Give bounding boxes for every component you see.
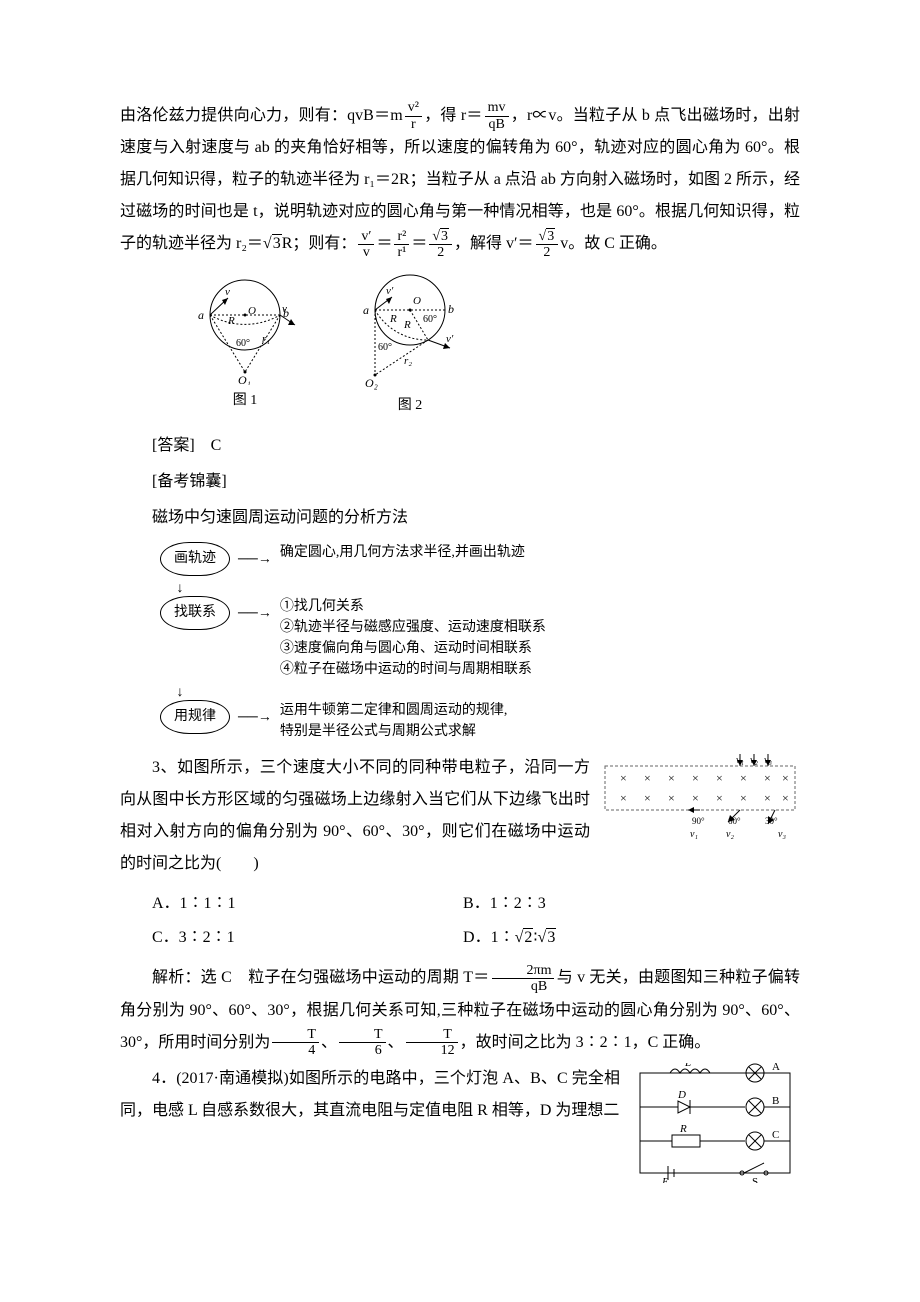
svg-text:60°: 60° — [236, 338, 250, 349]
svg-text:O₁: O₁ — [238, 373, 251, 385]
svg-text:60°: 60° — [728, 816, 741, 826]
svg-text:×: × — [764, 771, 771, 785]
svg-text:b: b — [283, 306, 289, 320]
svg-text:×: × — [692, 791, 699, 805]
svg-text:O: O — [248, 305, 256, 317]
svg-text:S: S — [752, 1176, 758, 1183]
method-text-3: 运用牛顿第二定律和圆周运动的规律, 特别是半径公式与周期公式求解 — [280, 700, 508, 742]
svg-text:O: O — [413, 295, 421, 307]
svg-text:A: A — [772, 1063, 780, 1073]
method-text-1: 确定圆心,用几何方法求半径,并画出轨迹 — [280, 542, 525, 563]
figure-1: O R v v a b O₁ 60° r₁ 图 1 — [180, 270, 310, 420]
svg-text:v₁: v₁ — [690, 829, 698, 840]
svg-text:×: × — [782, 791, 789, 805]
fraction-sqrt3-2-b: √32 — [536, 229, 559, 261]
q3-solution: 解析：选 C 粒子在匀强磁场中运动的周期 T＝2πmqB与 v 无关，由题图知三… — [120, 962, 800, 1058]
svg-text:v′: v′ — [386, 285, 394, 297]
fraction-mv-qb: mvqB — [485, 100, 509, 132]
svg-text:r₁: r₁ — [262, 333, 270, 345]
fraction-r2-r1: r²r¹ — [394, 229, 409, 261]
solution-paragraph-1: 由洛伦兹力提供向心力，则有：qvB＝mv²r，得 r＝mvqB，r∝v。当粒子从… — [120, 100, 800, 260]
text: ，解得 v′＝ — [454, 235, 534, 252]
svg-text:×: × — [692, 771, 699, 785]
fraction-sqrt3-2: √32 — [429, 229, 452, 261]
svg-text:×: × — [764, 791, 771, 805]
fraction-t-12: T12 — [406, 1027, 458, 1059]
svg-text:v₂: v₂ — [726, 829, 734, 840]
connector-icon: ↓ — [160, 686, 200, 700]
text: ，r∝v。当粒子从 b 点飞出磁场时，出射速度与入射速度与 ab 的夹角恰好相等… — [120, 107, 800, 252]
svg-text:a: a — [363, 303, 369, 317]
q3-options: A．1∶1∶1 B．1∶2∶3 C．3∶2∶1 D．1∶√2∶√3 — [152, 888, 800, 956]
svg-text:E: E — [661, 1176, 669, 1183]
method-box-2: 找联系 — [160, 596, 230, 630]
arrow-icon: ──→ — [238, 700, 272, 732]
svg-text:×: × — [668, 791, 675, 805]
svg-text:v′: v′ — [446, 333, 454, 345]
question-3: ×××××××× ×××××××× v₁ v₂ v₃ 90° 60° 30° v… — [120, 752, 800, 884]
question-4-figure: L A D B R C — [630, 1063, 800, 1183]
svg-text:L: L — [684, 1063, 691, 1069]
fraction-t-6: T6 — [339, 1027, 386, 1059]
method-diagram: 画轨迹 ──→ 确定圆心,用几何方法求半径,并画出轨迹 ↓ 找联系 ──→ ①找… — [160, 542, 800, 742]
method-box-1: 画轨迹 — [160, 542, 230, 576]
svg-text:R: R — [679, 1123, 687, 1135]
answer-line: [答案] C — [120, 430, 800, 462]
sqrt3: 3 — [272, 234, 282, 252]
text: R；则有： — [282, 235, 357, 252]
figure-2-caption: 图 2 — [340, 392, 480, 420]
svg-text:R: R — [403, 319, 411, 331]
method-box-3: 用规律 — [160, 700, 230, 734]
svg-text:R: R — [227, 315, 235, 327]
arrow-icon: ──→ — [238, 542, 272, 574]
text: v。故 C 正确。 — [560, 235, 667, 252]
text: 由洛伦兹力提供向心力，则有：qvB＝m — [120, 107, 403, 124]
svg-text:v₃: v₃ — [778, 829, 786, 840]
connector-icon: ↓ — [160, 582, 200, 596]
svg-text:60°: 60° — [423, 314, 437, 325]
svg-text:×: × — [620, 771, 627, 785]
fraction-t-4: T4 — [272, 1027, 319, 1059]
option-a: A．1∶1∶1 — [152, 888, 463, 920]
figures-row: O R v v a b O₁ 60° r₁ 图 1 O R R — [180, 270, 800, 420]
tip-heading: [备考锦囊] — [120, 466, 800, 498]
svg-text:90°: 90° — [692, 816, 705, 826]
svg-text:30°: 30° — [765, 816, 778, 826]
svg-text:×: × — [782, 771, 789, 785]
question-4: L A D B R C — [120, 1063, 800, 1191]
svg-text:×: × — [740, 791, 747, 805]
svg-text:D: D — [677, 1089, 686, 1101]
fraction-v2-r: v²r — [405, 100, 422, 132]
svg-text:×: × — [644, 771, 651, 785]
arrow-icon: ──→ — [238, 596, 272, 628]
figure-2: O R R v′ a b v′ 60° O₂ 60° r₂ 图 2 — [340, 270, 480, 420]
figure-1-caption: 图 1 — [180, 387, 310, 415]
svg-text:×: × — [668, 771, 675, 785]
text: ，得 r＝ — [424, 107, 483, 124]
fraction-vprime-v: v′v — [358, 229, 374, 261]
option-c: C．3∶2∶1 — [152, 922, 463, 954]
question-3-figure: ×××××××× ×××××××× v₁ v₂ v₃ 90° 60° 30° v… — [600, 752, 800, 847]
svg-text:r₂: r₂ — [404, 355, 412, 367]
svg-text:B: B — [772, 1095, 779, 1107]
svg-text:×: × — [644, 791, 651, 805]
svg-text:v: v — [225, 286, 230, 298]
method-text-2: ①找几何关系 ②轨迹半径与磁感应强度、运动速度相联系 ③速度偏向角与圆心角、运动… — [280, 596, 546, 680]
svg-text:a: a — [198, 308, 204, 322]
svg-text:b: b — [448, 302, 454, 316]
option-b: B．1∶2∶3 — [463, 888, 774, 920]
svg-text:×: × — [740, 771, 747, 785]
figure-1-svg: O R v v a b O₁ 60° r₁ — [180, 270, 310, 385]
figure-2-svg: O R R v′ a b v′ 60° O₂ 60° r₂ — [340, 270, 480, 390]
svg-text:×: × — [716, 771, 723, 785]
svg-text:O₂: O₂ — [365, 376, 378, 390]
option-d: D．1∶√2∶√3 — [463, 922, 774, 954]
svg-text:C: C — [772, 1129, 779, 1141]
svg-text:×: × — [620, 791, 627, 805]
method-title: 磁场中匀速圆周运动问题的分析方法 — [120, 502, 800, 534]
svg-text:×: × — [716, 791, 723, 805]
svg-text:60°: 60° — [378, 342, 392, 353]
svg-text:R: R — [389, 313, 397, 325]
fraction-2pim-qb: 2πmqB — [492, 963, 555, 995]
